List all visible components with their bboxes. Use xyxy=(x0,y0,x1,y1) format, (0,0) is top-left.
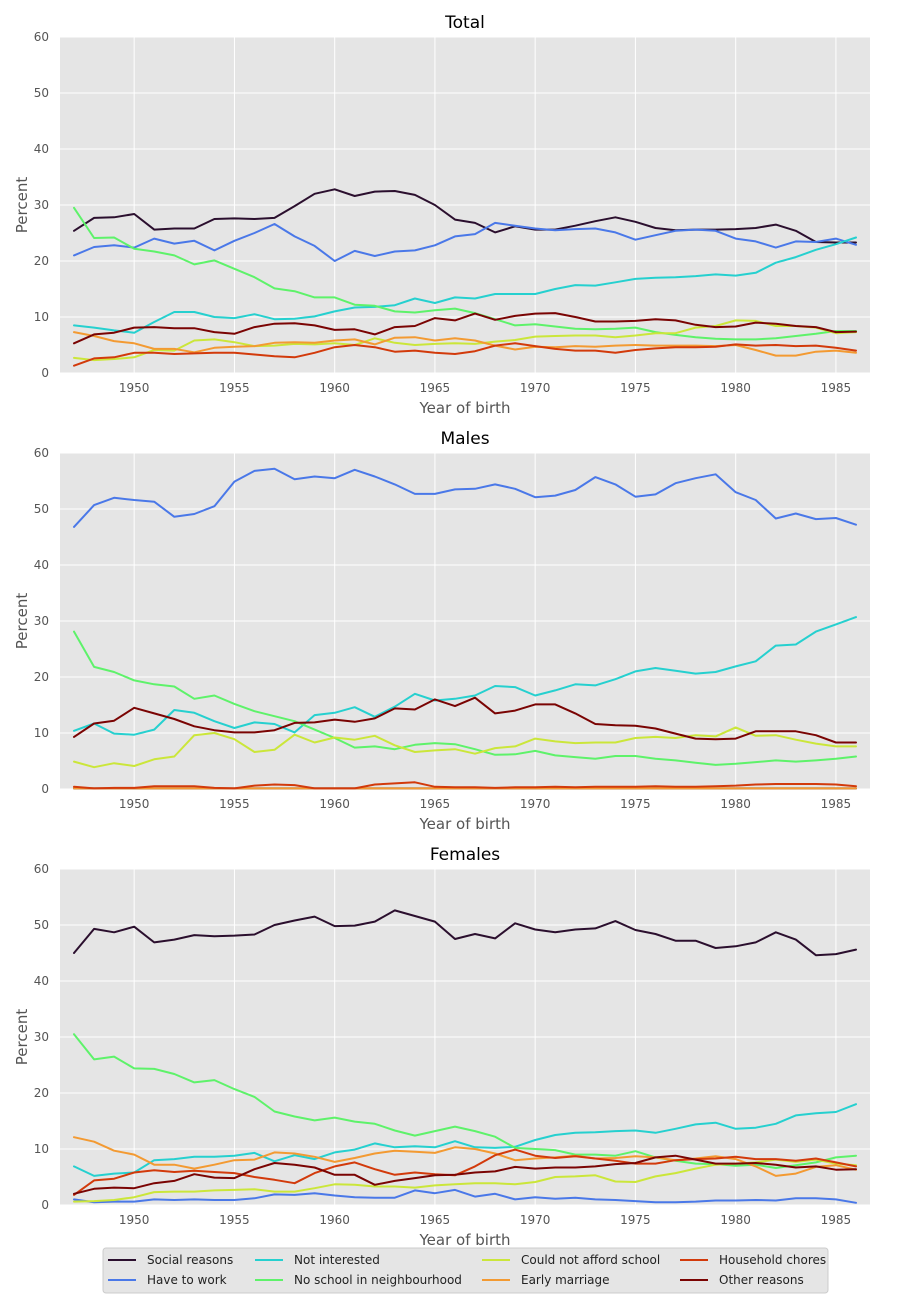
y-tick-label: 50 xyxy=(34,86,49,100)
x-tick-label: 1950 xyxy=(119,381,150,395)
x-tick-label: 1985 xyxy=(821,381,852,395)
x-axis-label: Year of birth xyxy=(419,815,511,833)
panel-females: 0 10 20 30 40 50 60 1950 1955 1960 1965 1970 1975 198… xyxy=(13,845,870,1249)
x-tick-label: 1955 xyxy=(219,381,250,395)
y-tick-label: 0 xyxy=(41,1198,49,1212)
series-line-could-not-afford-school xyxy=(73,726,857,769)
legend-label: Early marriage xyxy=(521,1273,610,1287)
y-tick-label: 30 xyxy=(34,1030,49,1044)
x-tick-label: 1960 xyxy=(319,381,350,395)
panel-title: Females xyxy=(430,845,500,865)
x-tick-label: 1960 xyxy=(319,797,350,811)
x-tick-label: 1965 xyxy=(420,381,451,395)
y-tick-label: 10 xyxy=(34,310,49,324)
series-line-could-not-afford-school xyxy=(73,319,857,362)
series-line-have-to-work xyxy=(73,467,857,528)
series-line-no-school-in-neighbourhood xyxy=(73,206,857,341)
y-tick-label: 20 xyxy=(34,1086,49,1100)
x-tick-label: 1985 xyxy=(821,797,852,811)
x-tick-label: 1980 xyxy=(720,797,751,811)
x-tick-label: 1950 xyxy=(119,1213,150,1227)
y-tick-label: 50 xyxy=(34,502,49,516)
y-tick-label: 40 xyxy=(34,974,49,988)
series-line-have-to-work xyxy=(73,1188,857,1204)
x-axis-label: Year of birth xyxy=(419,399,511,417)
series-line-household-chores xyxy=(73,1148,857,1196)
x-tick-label: 1970 xyxy=(520,381,551,395)
x-tick-label: 1955 xyxy=(219,1213,250,1227)
series-line-not-interested xyxy=(73,1103,857,1177)
x-tick-label: 1985 xyxy=(821,1213,852,1227)
x-tick-label: 1955 xyxy=(219,797,250,811)
x-tick-label: 1960 xyxy=(319,1213,350,1227)
series-line-other-reasons xyxy=(73,696,857,744)
series-line-not-interested xyxy=(73,236,857,334)
x-tick-label: 1970 xyxy=(520,1213,551,1227)
y-tick-label: 60 xyxy=(34,862,49,876)
y-axis-label: Percent xyxy=(13,1009,31,1066)
series-line-household-chores xyxy=(73,781,857,790)
series-line-social-reasons xyxy=(73,188,857,244)
y-tick-label: 40 xyxy=(34,558,49,572)
series-line-other-reasons xyxy=(73,1154,857,1195)
y-tick-label: 0 xyxy=(41,366,49,380)
x-tick-label: 1970 xyxy=(520,797,551,811)
x-tick-label: 1965 xyxy=(420,1213,451,1227)
y-tick-label: 10 xyxy=(34,1142,49,1156)
panel-total: 0 10 20 30 40 50 60 1950 1955 1960 1965 1970 1975 198… xyxy=(13,13,870,417)
legend-label: Not interested xyxy=(294,1253,380,1267)
y-tick-label: 60 xyxy=(34,446,49,460)
y-tick-label: 40 xyxy=(34,142,49,156)
series-line-social-reasons xyxy=(73,909,857,957)
x-tick-label: 1980 xyxy=(720,381,751,395)
series-line-household-chores xyxy=(73,342,857,367)
x-tick-label: 1950 xyxy=(119,797,150,811)
y-tick-label: 50 xyxy=(34,918,49,932)
legend-label: Social reasons xyxy=(147,1253,233,1267)
x-tick-label: 1975 xyxy=(620,381,651,395)
y-tick-label: 30 xyxy=(34,614,49,628)
series-line-other-reasons xyxy=(73,312,857,345)
legend-frame xyxy=(102,1247,829,1294)
series-line-not-interested xyxy=(73,616,857,736)
panel-title: Males xyxy=(440,429,489,449)
legend: Social reasons Have to work Not interested… xyxy=(102,1247,829,1294)
legend-label: Household chores xyxy=(719,1253,826,1267)
legend-label: Other reasons xyxy=(719,1273,804,1287)
y-tick-label: 30 xyxy=(34,198,49,212)
legend-label: Have to work xyxy=(147,1273,227,1287)
x-tick-label: 1975 xyxy=(620,797,651,811)
y-tick-label: 20 xyxy=(34,670,49,684)
legend-label: No school in neighbourhood xyxy=(294,1273,462,1287)
x-axis-label: Year of birth xyxy=(419,1231,511,1249)
legend-label: Could not afford school xyxy=(521,1253,660,1267)
x-tick-label: 1965 xyxy=(420,797,451,811)
x-tick-label: 1980 xyxy=(720,1213,751,1227)
panel-title: Total xyxy=(444,13,485,33)
y-tick-label: 60 xyxy=(34,30,49,44)
y-axis-label: Percent xyxy=(13,593,31,650)
y-tick-label: 0 xyxy=(41,782,49,796)
panel-males: 0 10 20 30 40 50 60 1950 1955 1960 1965 1970 1975 198… xyxy=(13,429,870,833)
series-line-have-to-work xyxy=(73,221,857,262)
series-line-no-school-in-neighbourhood xyxy=(73,630,857,766)
y-axis-label: Percent xyxy=(13,177,31,234)
x-tick-label: 1975 xyxy=(620,1213,651,1227)
y-tick-label: 10 xyxy=(34,726,49,740)
y-tick-label: 20 xyxy=(34,254,49,268)
